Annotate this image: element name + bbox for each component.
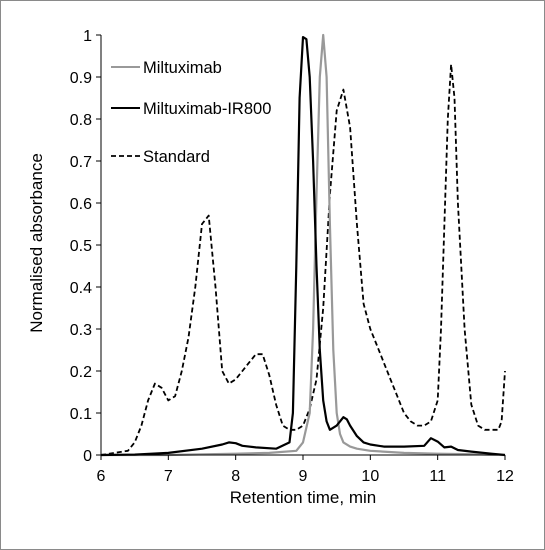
y-tick-label: 0.5	[70, 238, 92, 255]
series-line-miltuximab	[101, 33, 506, 457]
x-tick-label: 9	[299, 468, 308, 485]
y-tick-label: 0	[83, 448, 92, 465]
y-axis-title: Normalised absorbance	[27, 153, 46, 333]
series-layer	[100, 33, 506, 457]
y-tick-label: 0.6	[70, 196, 92, 213]
legend-label-standard: Standard	[143, 148, 210, 166]
y-tick-label: 0.2	[70, 364, 92, 381]
x-tick-label: 12	[496, 468, 514, 485]
y-tick-label: 0.4	[70, 280, 92, 297]
y-tick-label: 0.7	[70, 154, 92, 171]
x-axis-title: Retention time, min	[230, 488, 376, 507]
legend-label-miltuximab: Miltuximab	[143, 59, 222, 77]
y-tick-label: 0.8	[70, 112, 92, 129]
series-line-miltuximab-ir800	[100, 36, 506, 457]
legend: Miltuximab Miltuximab-IR800 Standard	[111, 59, 271, 166]
x-tick-label: 8	[231, 468, 240, 485]
y-tick-label: 0.1	[70, 406, 92, 423]
ticks-layer: 6 7 8 9 10 11 12 0 0.1 0.2 0.3 0.4 0.5 0.6 0.7 0.8 0.9 1	[70, 28, 514, 485]
y-tick-label: 0.3	[70, 322, 92, 339]
series-line-standard	[100, 63, 506, 456]
x-tick-label: 7	[164, 468, 173, 485]
x-tick-label: 10	[361, 468, 379, 485]
x-tick-label: 11	[429, 468, 446, 485]
y-tick-label: 0.9	[70, 70, 92, 87]
x-tick-label: 6	[97, 468, 106, 485]
y-tick-label: 1	[83, 28, 92, 45]
legend-label-miltuximab-ir800: Miltuximab-IR800	[143, 100, 271, 118]
